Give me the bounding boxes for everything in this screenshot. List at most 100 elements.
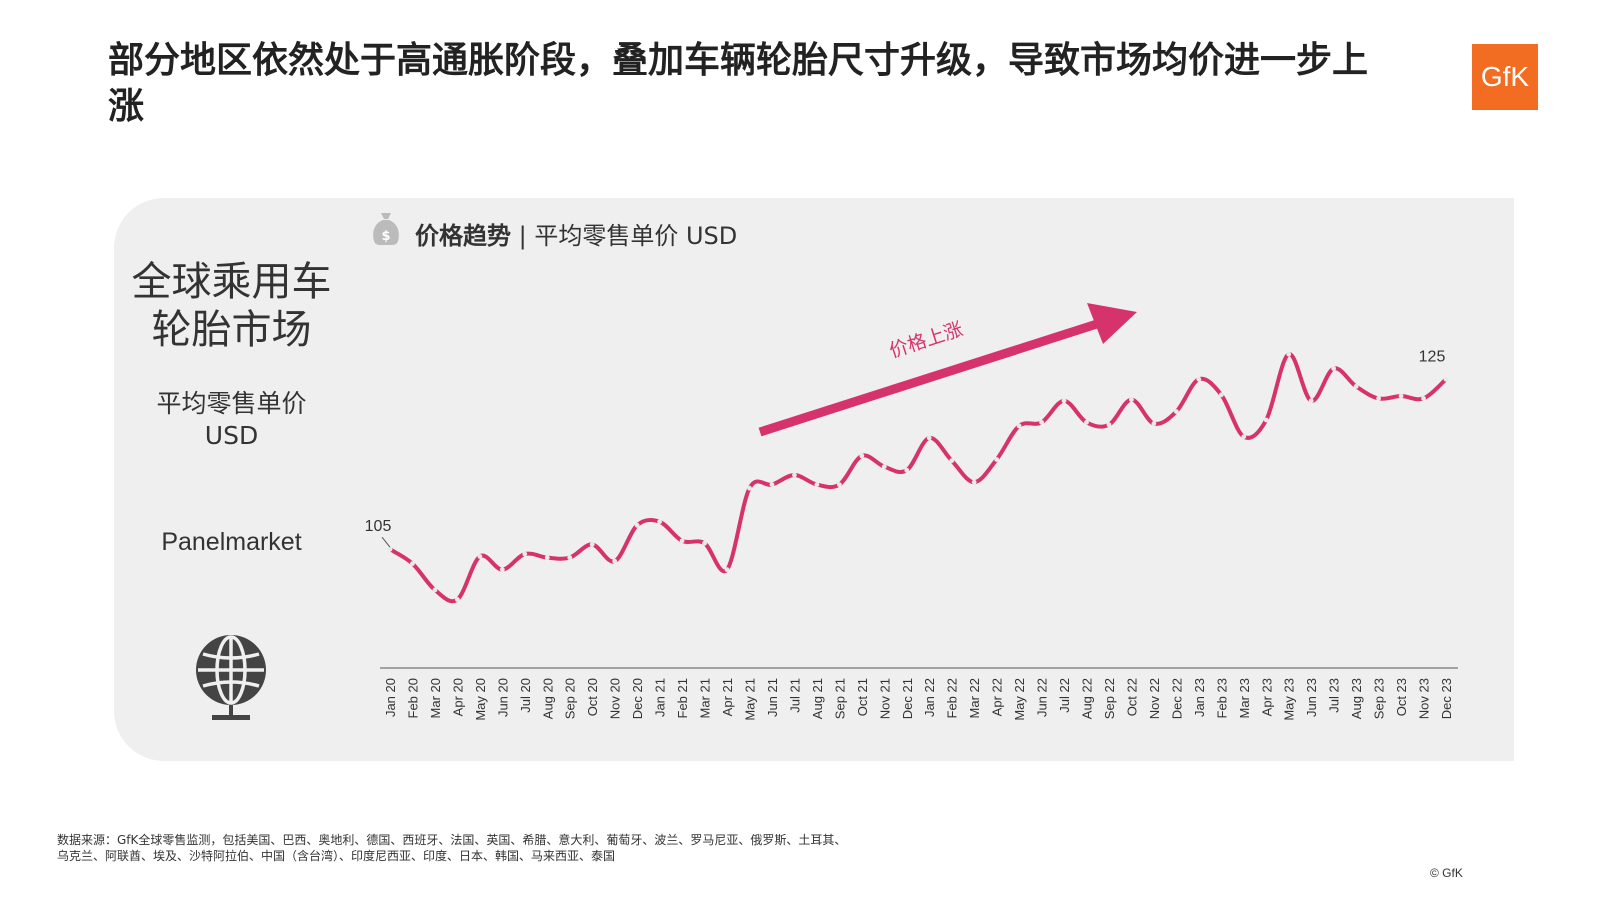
data-point xyxy=(1061,398,1067,404)
data-point xyxy=(859,453,865,459)
data-point xyxy=(1151,421,1157,426)
data-point xyxy=(432,587,438,593)
x-tick-label: Jun 21 xyxy=(765,678,780,717)
data-point xyxy=(1173,409,1179,414)
x-tick-label: Jul 23 xyxy=(1327,678,1342,713)
data-point xyxy=(679,538,685,544)
data-point xyxy=(1308,398,1314,404)
x-tick-label: Sep 21 xyxy=(832,678,847,719)
data-point xyxy=(1016,423,1022,429)
data-point xyxy=(477,554,483,559)
gfk-logo: GfK xyxy=(1472,44,1538,110)
x-tick-label: Oct 23 xyxy=(1394,678,1409,716)
x-tick-label: Jun 23 xyxy=(1304,678,1319,717)
x-tick-label: Dec 23 xyxy=(1439,678,1454,719)
data-point xyxy=(1196,376,1202,382)
data-point xyxy=(836,482,842,488)
data-source-label: Panelmarket xyxy=(161,528,302,556)
data-point xyxy=(814,482,820,488)
money-bag-icon: $ xyxy=(373,213,399,245)
data-point xyxy=(1084,419,1089,425)
x-axis: Jan 20 Feb 20 Mar 20 Apr 20 May 20 Jun 20 Jul … xyxy=(380,667,1458,721)
footnote: 数据来源：GfK全球零售监测，包括美国、巴西、奥地利、德国、西班牙、法国、英国、… xyxy=(57,833,847,863)
data-point xyxy=(926,435,932,441)
globe-icon xyxy=(196,635,266,720)
market-title-line2: 轮胎市场 xyxy=(151,307,312,353)
data-point xyxy=(499,567,505,572)
chart-panel xyxy=(114,198,1514,761)
data-point xyxy=(769,482,775,488)
data-point xyxy=(702,540,707,546)
x-tick-label: Dec 22 xyxy=(1169,678,1184,719)
x-tick-label: Aug 20 xyxy=(540,678,555,719)
x-tick-label: Aug 23 xyxy=(1349,678,1364,719)
series-line xyxy=(388,352,1448,604)
x-tick-label: Nov 21 xyxy=(877,678,892,719)
data-point xyxy=(567,555,573,561)
data-point xyxy=(1129,397,1134,403)
data-point xyxy=(1106,422,1112,428)
metric-label-line1: 平均零售单价 xyxy=(156,389,307,418)
chart-title-bold: 价格趋势 xyxy=(415,222,511,250)
data-point xyxy=(544,555,550,561)
x-tick-label: Aug 21 xyxy=(810,678,825,719)
data-point xyxy=(1376,396,1381,401)
x-tick-label: Mar 22 xyxy=(967,678,982,718)
data-point xyxy=(1263,417,1269,423)
x-tick-label: Mar 23 xyxy=(1237,678,1252,718)
data-point xyxy=(1218,392,1224,398)
arrow-head xyxy=(1087,303,1137,344)
price-rise-arrow: 价格上涨 xyxy=(758,303,1137,437)
data-point xyxy=(387,546,393,552)
data-point xyxy=(971,479,977,485)
metric-label-line2: USD xyxy=(204,421,259,450)
x-tick-label: Jan 22 xyxy=(922,678,937,717)
data-point xyxy=(1039,419,1044,425)
data-point xyxy=(455,597,460,602)
market-title: 全球乘用车 轮胎市场 xyxy=(114,258,349,354)
data-label: 105 xyxy=(365,518,392,535)
data-point xyxy=(747,485,752,491)
market-title-line1: 全球乘用车 xyxy=(131,259,332,305)
data-point xyxy=(589,542,595,547)
x-tick-label: Nov 20 xyxy=(608,678,623,719)
chart-title-rest: 平均零售单价 USD xyxy=(534,222,738,250)
series-layer xyxy=(387,351,1449,604)
arrow-shaft xyxy=(758,318,1102,437)
data-point xyxy=(410,561,415,567)
x-tick-label: Jan 23 xyxy=(1192,678,1207,717)
x-tick-label: Dec 21 xyxy=(900,678,915,719)
x-tick-label: Apr 22 xyxy=(990,678,1005,716)
data-point xyxy=(1398,393,1404,399)
copyright: © GfK xyxy=(1430,866,1463,880)
metric-label: 平均零售单价 USD xyxy=(114,388,349,452)
x-tick-label: Oct 22 xyxy=(1124,678,1139,716)
data-point xyxy=(1421,396,1426,401)
x-tick-label: Feb 23 xyxy=(1214,678,1229,718)
data-point xyxy=(792,472,797,478)
x-tick-label: May 23 xyxy=(1282,678,1297,721)
x-tick-label: Jun 22 xyxy=(1035,678,1050,717)
data-point xyxy=(1353,384,1359,389)
data-point xyxy=(994,457,1000,462)
x-tick-label: Oct 20 xyxy=(585,678,600,716)
x-tick-label: Feb 20 xyxy=(405,678,420,718)
x-tick-label: Apr 20 xyxy=(450,678,465,716)
x-tick-label: May 22 xyxy=(1012,678,1027,721)
x-tick-label: Feb 22 xyxy=(945,678,960,718)
data-label: 125 xyxy=(1419,348,1446,365)
data-point xyxy=(522,551,528,557)
page-headline: 部分地区依然处于高通胀阶段，叠加车辆轮胎尺寸升级，导致市场均价进一步上涨 xyxy=(108,40,1369,127)
x-tick-label: Mar 21 xyxy=(698,678,713,718)
x-tick-label: Oct 21 xyxy=(855,678,870,716)
x-tick-label: Sep 23 xyxy=(1372,678,1387,719)
x-tick-label: Jun 20 xyxy=(495,678,510,717)
data-point xyxy=(657,519,663,525)
x-tick-label: Sep 20 xyxy=(563,678,578,719)
x-tick-label: Jul 20 xyxy=(518,678,533,713)
x-tick-label: Feb 21 xyxy=(675,678,690,718)
x-tick-label: Nov 23 xyxy=(1417,678,1432,719)
data-point xyxy=(1241,434,1247,440)
data-point xyxy=(1443,376,1449,382)
